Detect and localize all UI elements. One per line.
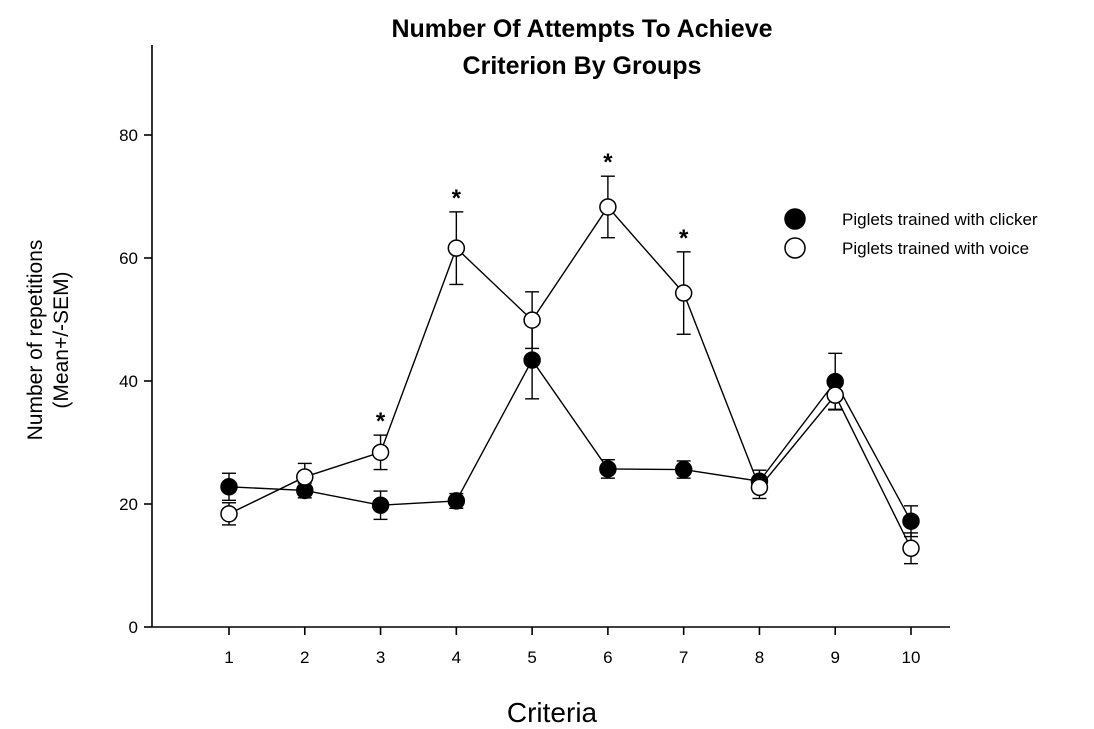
legend-marker xyxy=(784,237,806,259)
data-point xyxy=(902,539,920,558)
x-axis-label: Criteria xyxy=(507,697,598,728)
y-tick-label: 20 xyxy=(119,495,138,514)
data-point xyxy=(296,468,314,486)
legend: Piglets trained with clicker Piglets trai… xyxy=(784,208,1038,259)
data-point xyxy=(447,492,466,510)
x-tick-label: 10 xyxy=(902,648,921,667)
x-tick-label: 9 xyxy=(830,648,839,667)
y-tick-label: 60 xyxy=(119,249,138,268)
chart-title: Number Of Attempts To Achieve Criterion … xyxy=(391,15,772,80)
markers-clicker xyxy=(220,351,920,530)
x-tick-label: 3 xyxy=(376,648,385,667)
chart-title-line-2: Criterion By Groups xyxy=(463,52,702,80)
y-axis-label-line-2: (Mean+/-SEM) xyxy=(50,271,73,408)
x-tick-label: 5 xyxy=(527,648,536,667)
plot-area: * * * * xyxy=(220,149,920,565)
x-tick-label: 4 xyxy=(452,648,461,667)
data-point xyxy=(674,284,693,302)
significance-star: * xyxy=(376,408,386,435)
y-tick-label: 40 xyxy=(119,372,138,391)
data-point xyxy=(523,351,541,369)
data-point xyxy=(371,443,390,462)
data-point xyxy=(826,386,844,404)
x-tick-label: 1 xyxy=(224,648,233,667)
x-tick-label: 8 xyxy=(755,648,764,667)
legend-label: Piglets trained with voice xyxy=(842,239,1029,258)
y-tick-label: 0 xyxy=(129,618,138,637)
legend-label: Piglets trained with clicker xyxy=(842,210,1038,229)
data-point xyxy=(599,460,617,478)
significance-star: * xyxy=(603,149,613,176)
y-axis-label-line-1: Number of repetitions xyxy=(24,240,47,441)
y-tick-label: 80 xyxy=(119,126,138,145)
series-line xyxy=(228,358,912,522)
x-tick-label: 2 xyxy=(300,648,309,667)
markers-voice xyxy=(220,198,920,558)
data-point xyxy=(371,496,390,514)
axes: 0 20 40 60 80 1 2 3 4 5 6 7 8 9 10 xyxy=(119,45,950,667)
chart-title-line-1: Number Of Attempts To Achieve xyxy=(391,15,772,43)
significance-star: * xyxy=(679,225,689,252)
y-axis-label: Number of repetitions (Mean+/-SEM) xyxy=(24,240,73,441)
legend-marker xyxy=(784,208,806,230)
data-point xyxy=(902,512,920,530)
data-point xyxy=(750,478,769,497)
series-line xyxy=(228,205,912,549)
data-point xyxy=(220,505,238,523)
x-tick-label: 7 xyxy=(679,648,688,667)
data-point xyxy=(674,460,693,479)
x-tick-label: 6 xyxy=(603,648,612,667)
series-voice xyxy=(222,175,918,565)
data-point xyxy=(523,311,541,329)
data-point xyxy=(447,239,466,257)
series-clicker xyxy=(222,320,918,538)
significance-star: * xyxy=(452,185,462,212)
data-point xyxy=(599,198,617,216)
data-point xyxy=(220,478,238,496)
